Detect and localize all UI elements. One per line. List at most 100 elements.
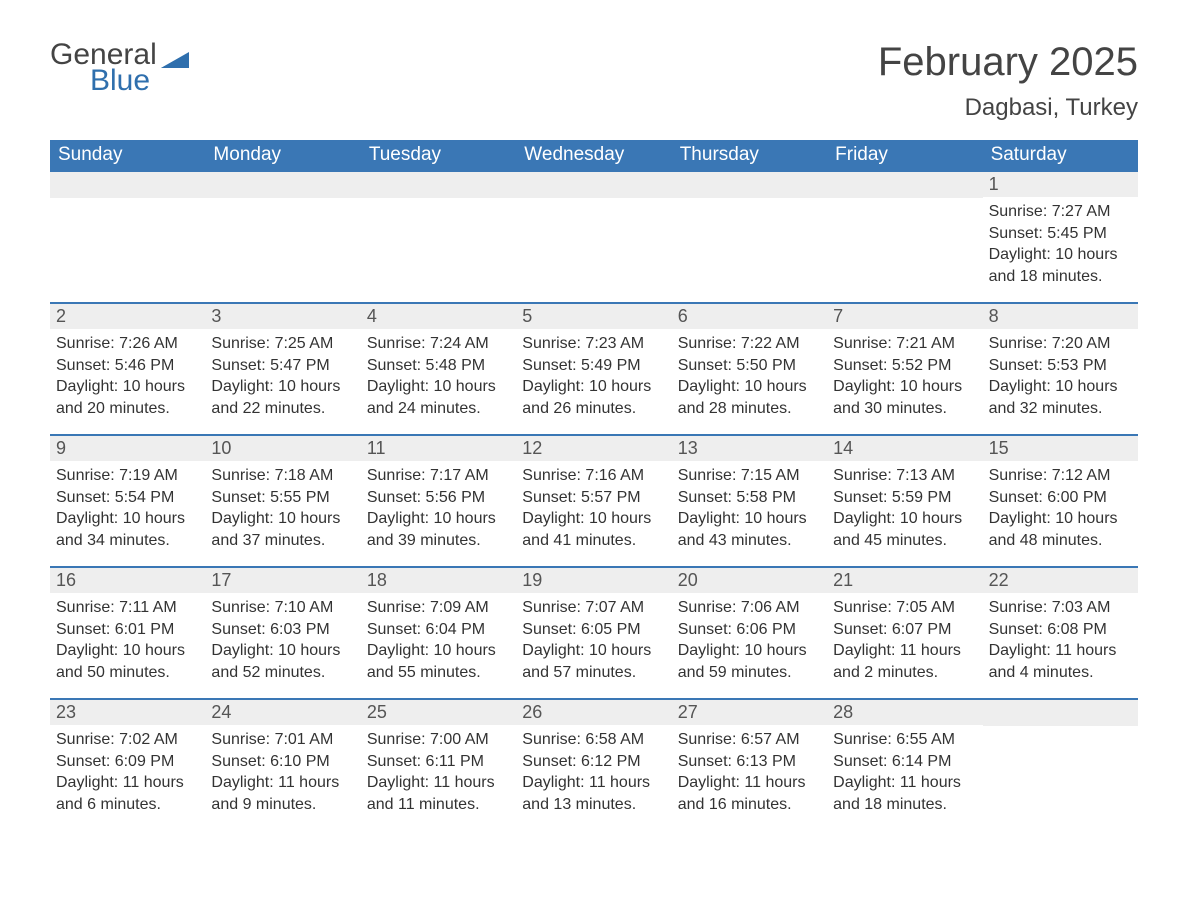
day-cell: 8Sunrise: 7:20 AMSunset: 5:53 PMDaylight… [983,304,1138,434]
day-cell: 16Sunrise: 7:11 AMSunset: 6:01 PMDayligh… [50,568,205,698]
day-sunrise: Sunrise: 7:06 AM [678,597,821,619]
day-details: Sunrise: 6:55 AMSunset: 6:14 PMDaylight:… [827,725,982,819]
day-sunset: Sunset: 5:47 PM [211,355,354,377]
weekday-header: Sunday [50,140,205,172]
day-cell: 12Sunrise: 7:16 AMSunset: 5:57 PMDayligh… [516,436,671,566]
day-number: 11 [361,436,516,461]
day-details: Sunrise: 6:57 AMSunset: 6:13 PMDaylight:… [672,725,827,819]
day-daylight1: Daylight: 10 hours [522,508,665,530]
day-details: Sunrise: 7:09 AMSunset: 6:04 PMDaylight:… [361,593,516,687]
day-number: 16 [50,568,205,593]
day-daylight1: Daylight: 10 hours [56,508,199,530]
day-cell: 4Sunrise: 7:24 AMSunset: 5:48 PMDaylight… [361,304,516,434]
day-daylight2: and 59 minutes. [678,662,821,684]
day-sunset: Sunset: 6:00 PM [989,487,1132,509]
day-sunrise: Sunrise: 7:22 AM [678,333,821,355]
day-daylight2: and 39 minutes. [367,530,510,552]
day-details: Sunrise: 7:26 AMSunset: 5:46 PMDaylight:… [50,329,205,423]
calendar-week: 1Sunrise: 7:27 AMSunset: 5:45 PMDaylight… [50,172,1138,302]
day-sunrise: Sunrise: 6:55 AM [833,729,976,751]
day-daylight1: Daylight: 10 hours [833,508,976,530]
day-sunrise: Sunrise: 7:27 AM [989,201,1132,223]
day-sunrise: Sunrise: 7:21 AM [833,333,976,355]
day-daylight1: Daylight: 10 hours [678,376,821,398]
brand-text-2: Blue [90,66,189,96]
day-number [983,700,1138,726]
day-daylight1: Daylight: 10 hours [678,508,821,530]
day-number: 6 [672,304,827,329]
day-sunset: Sunset: 6:05 PM [522,619,665,641]
day-sunset: Sunset: 6:01 PM [56,619,199,641]
day-cell: 23Sunrise: 7:02 AMSunset: 6:09 PMDayligh… [50,700,205,830]
weekday-header: Monday [205,140,360,172]
weekday-header: Saturday [983,140,1138,172]
day-number [827,172,982,198]
title-block: February 2025 Dagbasi, Turkey [878,40,1138,122]
day-daylight1: Daylight: 10 hours [211,376,354,398]
day-daylight2: and 11 minutes. [367,794,510,816]
day-details: Sunrise: 7:16 AMSunset: 5:57 PMDaylight:… [516,461,671,555]
weekday-header: Thursday [672,140,827,172]
day-number: 21 [827,568,982,593]
day-daylight1: Daylight: 11 hours [56,772,199,794]
day-sunset: Sunset: 5:55 PM [211,487,354,509]
day-number: 12 [516,436,671,461]
day-cell: 27Sunrise: 6:57 AMSunset: 6:13 PMDayligh… [672,700,827,830]
day-sunset: Sunset: 6:06 PM [678,619,821,641]
day-daylight2: and 57 minutes. [522,662,665,684]
day-sunrise: Sunrise: 7:11 AM [56,597,199,619]
day-daylight2: and 9 minutes. [211,794,354,816]
day-number [672,172,827,198]
day-sunrise: Sunrise: 7:17 AM [367,465,510,487]
day-daylight1: Daylight: 11 hours [989,640,1132,662]
day-details: Sunrise: 7:15 AMSunset: 5:58 PMDaylight:… [672,461,827,555]
day-number: 10 [205,436,360,461]
day-daylight2: and 20 minutes. [56,398,199,420]
day-sunrise: Sunrise: 7:10 AM [211,597,354,619]
day-number [361,172,516,198]
day-daylight2: and 13 minutes. [522,794,665,816]
day-number: 7 [827,304,982,329]
day-cell: 25Sunrise: 7:00 AMSunset: 6:11 PMDayligh… [361,700,516,830]
day-number: 17 [205,568,360,593]
day-sunrise: Sunrise: 7:19 AM [56,465,199,487]
day-number [516,172,671,198]
day-daylight1: Daylight: 11 hours [678,772,821,794]
day-number: 8 [983,304,1138,329]
day-sunrise: Sunrise: 7:23 AM [522,333,665,355]
day-sunset: Sunset: 5:54 PM [56,487,199,509]
day-daylight2: and 37 minutes. [211,530,354,552]
day-cell [50,172,205,302]
day-details: Sunrise: 7:20 AMSunset: 5:53 PMDaylight:… [983,329,1138,423]
day-cell: 26Sunrise: 6:58 AMSunset: 6:12 PMDayligh… [516,700,671,830]
weekday-header: Wednesday [516,140,671,172]
location-label: Dagbasi, Turkey [878,94,1138,122]
day-daylight1: Daylight: 11 hours [522,772,665,794]
day-sunset: Sunset: 5:57 PM [522,487,665,509]
day-daylight2: and 43 minutes. [678,530,821,552]
day-cell: 18Sunrise: 7:09 AMSunset: 6:04 PMDayligh… [361,568,516,698]
day-daylight2: and 22 minutes. [211,398,354,420]
day-sunset: Sunset: 5:59 PM [833,487,976,509]
day-number: 4 [361,304,516,329]
day-details: Sunrise: 7:01 AMSunset: 6:10 PMDaylight:… [205,725,360,819]
day-sunrise: Sunrise: 7:20 AM [989,333,1132,355]
day-daylight1: Daylight: 10 hours [522,640,665,662]
calendar-grid: SundayMondayTuesdayWednesdayThursdayFrid… [50,140,1138,830]
day-number: 19 [516,568,671,593]
day-details: Sunrise: 7:02 AMSunset: 6:09 PMDaylight:… [50,725,205,819]
day-daylight2: and 41 minutes. [522,530,665,552]
day-cell: 13Sunrise: 7:15 AMSunset: 5:58 PMDayligh… [672,436,827,566]
day-cell: 5Sunrise: 7:23 AMSunset: 5:49 PMDaylight… [516,304,671,434]
day-details: Sunrise: 7:23 AMSunset: 5:49 PMDaylight:… [516,329,671,423]
day-sunrise: Sunrise: 7:03 AM [989,597,1132,619]
day-cell: 20Sunrise: 7:06 AMSunset: 6:06 PMDayligh… [672,568,827,698]
day-sunset: Sunset: 5:46 PM [56,355,199,377]
day-number: 13 [672,436,827,461]
day-sunset: Sunset: 6:12 PM [522,751,665,773]
day-cell: 21Sunrise: 7:05 AMSunset: 6:07 PMDayligh… [827,568,982,698]
day-sunrise: Sunrise: 7:15 AM [678,465,821,487]
day-cell [983,700,1138,830]
day-details: Sunrise: 7:03 AMSunset: 6:08 PMDaylight:… [983,593,1138,687]
calendar-week: 16 Sunrise: 7:11 AMSunset: 6:01 PM Dayligh… [50,566,1138,698]
